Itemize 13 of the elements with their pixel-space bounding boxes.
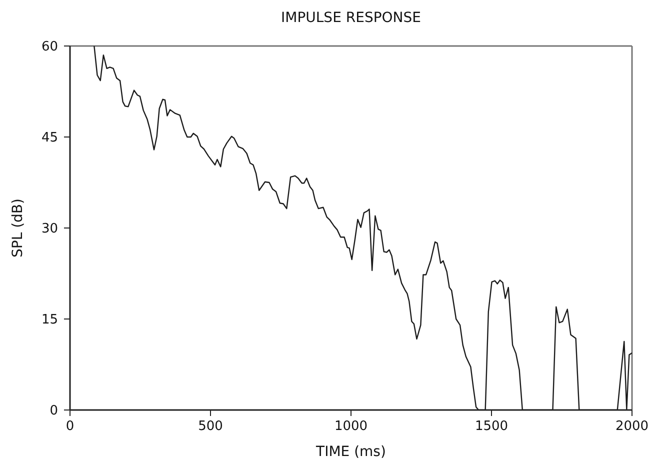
y-tick-label: 0: [50, 404, 58, 418]
y-axis-title: SPL (dB): [10, 198, 26, 258]
y-tick-label: 45: [41, 130, 58, 146]
x-tick-label: 0: [66, 419, 74, 434]
y-tick-label: 30: [41, 222, 58, 236]
x-tick-label: 1000: [334, 419, 368, 434]
chart-title: IMPULSE RESPONSE: [280, 10, 422, 26]
y-tick-label: 60: [41, 40, 58, 54]
x-axis-title: TIME (ms): [315, 444, 386, 460]
x-tick-label: 1500: [474, 419, 508, 434]
x-tick-label: 2000: [615, 419, 649, 434]
y-tick-label: 15: [41, 312, 58, 328]
x-tick-label: 500: [198, 419, 223, 434]
